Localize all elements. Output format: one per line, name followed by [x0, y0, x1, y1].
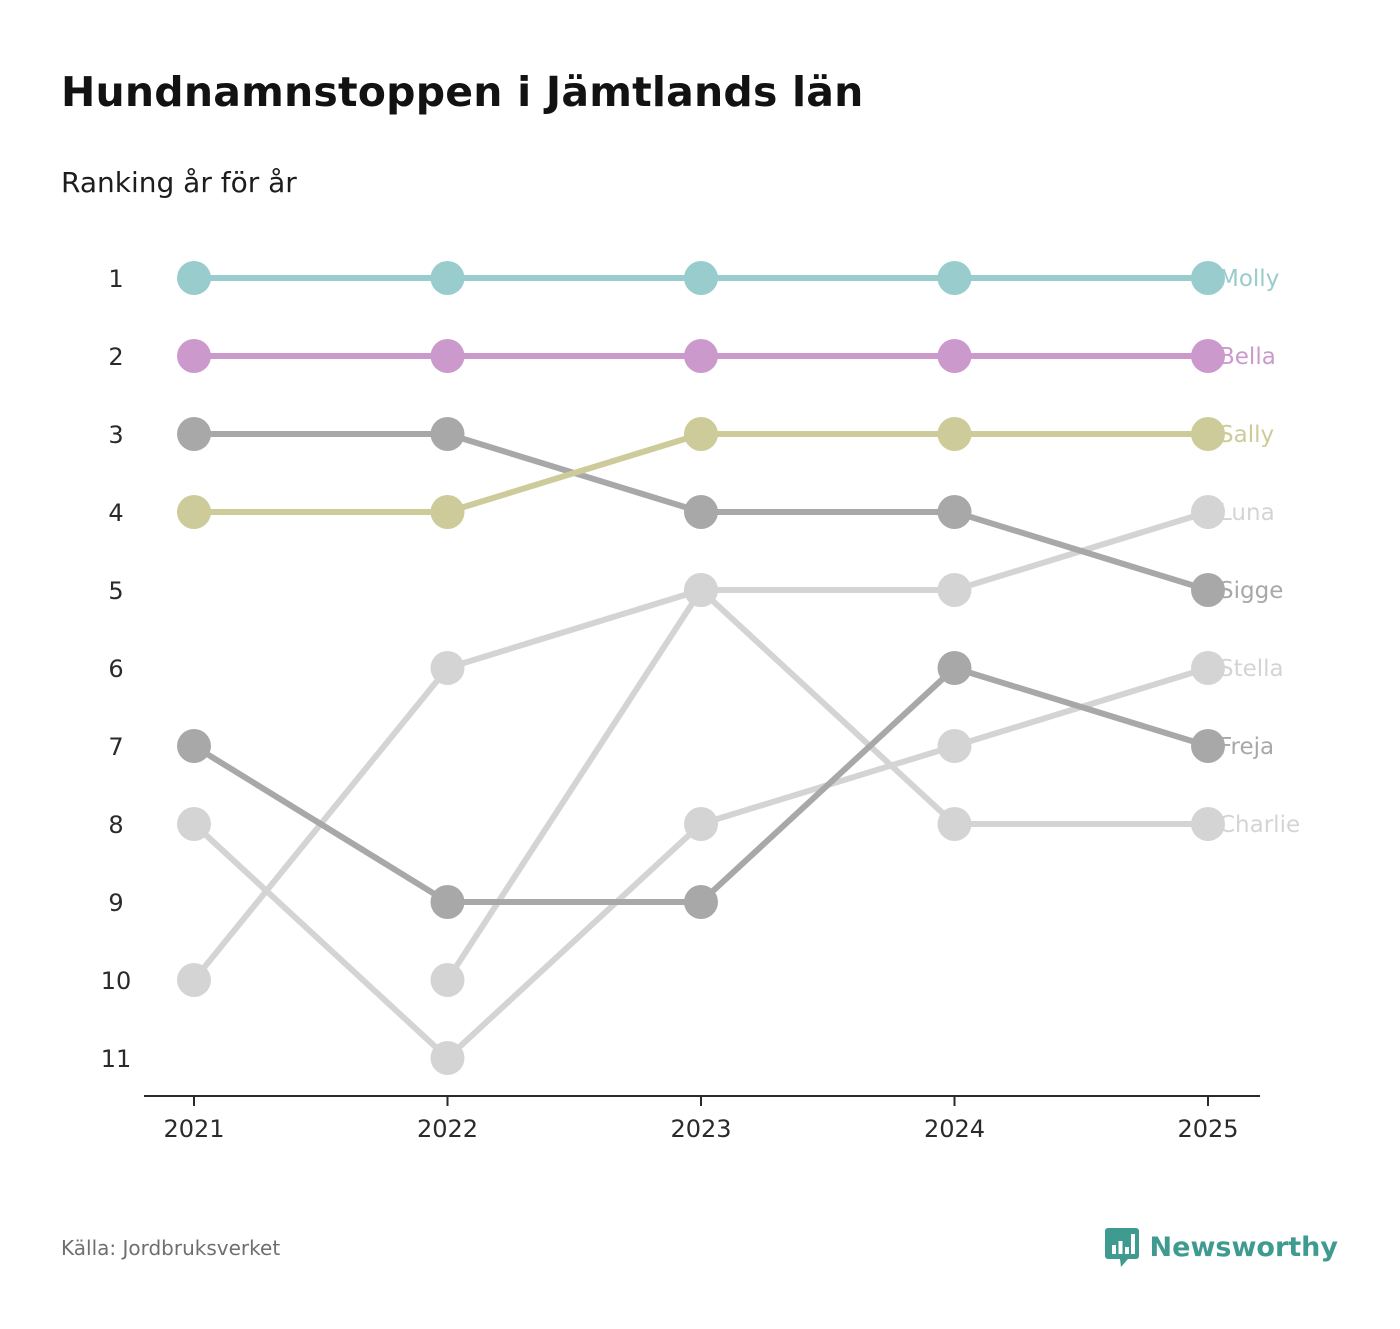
data-point-sigge[interactable]: [177, 417, 211, 451]
data-point-sally[interactable]: [177, 495, 211, 529]
brand-name: Newsworthy: [1149, 1231, 1338, 1263]
data-point-sigge[interactable]: [684, 495, 718, 529]
data-point-sigge[interactable]: [1191, 573, 1225, 607]
data-point-bella[interactable]: [937, 339, 972, 373]
data-point-stella[interactable]: [684, 807, 718, 841]
chart-subtitle: Ranking år för år: [61, 166, 297, 199]
data-point-stella[interactable]: [430, 1041, 465, 1075]
y-tick-label: 3: [108, 421, 123, 449]
data-point-luna[interactable]: [1191, 495, 1225, 529]
data-point-freja[interactable]: [430, 885, 465, 919]
data-point-molly[interactable]: [937, 261, 972, 295]
y-tick-label: 6: [108, 655, 123, 683]
series-label-sigge: Sigge: [1219, 578, 1283, 604]
y-tick-label: 1: [108, 265, 123, 293]
y-tick-label: 7: [108, 733, 123, 761]
series-line-charlie: [191, 587, 1211, 983]
data-point-charlie[interactable]: [937, 807, 972, 841]
data-point-molly[interactable]: [1191, 261, 1225, 295]
bump-chart: 1 2 3 4 5 6 7 8 9 10 11 Stella Charlie Luna Freja Sigg…: [101, 261, 1300, 1143]
data-point-molly[interactable]: [684, 261, 718, 295]
series-line-freja: [191, 665, 1211, 905]
series-lines: [191, 275, 1211, 1061]
data-point-bella[interactable]: [430, 339, 465, 373]
data-point-freja[interactable]: [937, 651, 972, 685]
brand-logo[interactable]: Newsworthy: [1104, 1226, 1338, 1268]
data-point-stella[interactable]: [937, 729, 972, 763]
series-label-sally: Sally: [1219, 422, 1274, 448]
data-point-stella[interactable]: [1191, 651, 1225, 685]
data-point-sally[interactable]: [430, 495, 465, 529]
y-axis-ticks: 1 2 3 4 5 6 7 8 9 10 11: [101, 265, 132, 1073]
data-point-molly[interactable]: [177, 261, 211, 295]
series-dots: [177, 261, 1225, 1075]
data-point-freja[interactable]: [1191, 729, 1225, 763]
data-point-freja[interactable]: [177, 729, 211, 763]
series-labels: Stella Charlie Luna Freja Sigge Sally Bella Mol…: [1219, 266, 1300, 838]
data-point-bella[interactable]: [1191, 339, 1225, 373]
series-line-stella: [191, 665, 1211, 1061]
series-label-stella: Stella: [1219, 656, 1284, 682]
x-tick-label: 2024: [924, 1115, 985, 1143]
data-point-molly[interactable]: [430, 261, 465, 295]
data-point-luna[interactable]: [684, 573, 718, 607]
series-line-luna: [444, 509, 1211, 983]
data-point-luna[interactable]: [937, 573, 972, 607]
data-point-bella[interactable]: [684, 339, 718, 373]
series-label-bella: Bella: [1219, 344, 1276, 370]
x-axis-ticks: 2021 2022 2023 2024 2025: [163, 1096, 1239, 1143]
data-point-sally[interactable]: [1191, 417, 1225, 451]
y-tick-label: 11: [101, 1045, 132, 1073]
newsworthy-logo-icon: [1104, 1228, 1139, 1267]
data-point-sally[interactable]: [937, 417, 972, 451]
data-point-stella[interactable]: [177, 807, 211, 841]
series-label-freja: Freja: [1219, 734, 1274, 760]
y-tick-label: 4: [108, 499, 123, 527]
chart-title: Hundnamnstoppen i Jämtlands län: [61, 68, 864, 116]
x-tick-label: 2022: [417, 1115, 478, 1143]
y-tick-label: 9: [108, 889, 123, 917]
y-tick-label: 2: [108, 343, 123, 371]
x-tick-label: 2021: [163, 1115, 224, 1143]
y-tick-label: 5: [108, 577, 123, 605]
data-point-sigge[interactable]: [430, 417, 465, 451]
x-tick-label: 2023: [670, 1115, 731, 1143]
series-label-molly: Molly: [1219, 266, 1279, 292]
data-point-sigge[interactable]: [937, 495, 972, 529]
y-tick-label: 8: [108, 811, 123, 839]
data-point-freja[interactable]: [684, 885, 718, 919]
source-note: Källa: Jordbruksverket: [61, 1236, 281, 1260]
data-point-charlie[interactable]: [430, 651, 465, 685]
x-tick-label: 2025: [1177, 1115, 1238, 1143]
data-point-charlie[interactable]: [177, 963, 211, 997]
data-point-charlie[interactable]: [1191, 807, 1225, 841]
y-tick-label: 10: [101, 967, 132, 995]
series-label-luna: Luna: [1219, 500, 1275, 526]
data-point-luna[interactable]: [430, 963, 465, 997]
series-label-charlie: Charlie: [1219, 812, 1300, 838]
data-point-bella[interactable]: [177, 339, 211, 373]
data-point-sally[interactable]: [684, 417, 718, 451]
